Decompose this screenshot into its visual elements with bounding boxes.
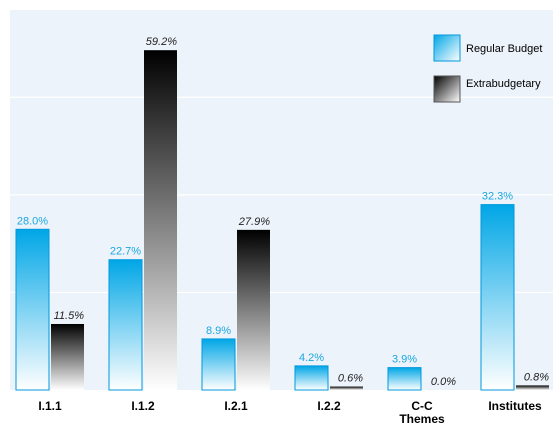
bar-extrabudgetary-i-2-2 [330,386,363,390]
category-label-i-2-2: I.2.2 [317,399,341,413]
value-labels: 28.0% 11.5% 22.7% 59.2% 8.9% 27.9% 4.2% 0.6% 3.9… [17,36,549,388]
bars [15,50,549,391]
legend-swatch-extrabudgetary [433,75,461,103]
bar-regular-budget-c-c-themes [387,367,422,391]
category-label-c-c-themes: C-C Themes [399,399,445,426]
category-label-i-2-1: I.2.1 [224,399,248,413]
legend-label-regular-budget: Regular Budget [466,43,542,55]
value-label-extrabudgetary-i-1-2: 59.2% [146,36,177,48]
value-label-regular-budget-c-c-themes: 3.9% [392,354,417,366]
value-label-regular-budget-i-2-2: 4.2% [299,352,324,364]
category-label-i-1-1: I.1.1 [38,399,62,413]
bar-extrabudgetary-i-1-1 [51,323,84,390]
category-label-i-1-2: I.1.2 [131,399,155,413]
value-label-extrabudgetary-i-1-1: 11.5% [54,310,85,322]
gridlines [10,96,553,294]
bar-regular-budget-i-2-1 [201,338,236,391]
legend: Regular Budget Extrabudgetary [433,34,542,103]
bar-regular-budget-i-2-2 [294,365,329,391]
value-label-regular-budget-institutes: 32.3% [482,191,513,203]
value-label-regular-budget-i-1-1: 28.0% [17,215,48,227]
value-label-extrabudgetary-i-2-2: 0.6% [338,373,363,385]
legend-swatch-regular-budget [433,34,461,62]
category-label-institutes: Institutes [488,399,542,413]
bar-extrabudgetary-institutes [516,385,549,390]
plot-area [10,10,553,390]
value-label-regular-budget-i-2-1: 8.9% [206,325,231,337]
value-label-regular-budget-i-1-2: 22.7% [110,246,141,258]
value-label-extrabudgetary-i-2-1: 27.9% [238,216,270,228]
bar-regular-budget-institutes [480,204,515,391]
bar-extrabudgetary-i-2-1 [237,229,270,390]
bar-regular-budget-i-1-1 [15,228,50,391]
value-label-extrabudgetary-institutes: 0.8% [524,371,549,383]
bar-regular-budget-i-1-2 [108,259,143,391]
category-labels: I.1.1 I.1.2 I.2.1 I.2.2 C-C Themes Institutes [38,399,542,426]
bar-extrabudgetary-i-1-2 [144,50,177,390]
value-label-extrabudgetary-c-c-themes: 0.0% [431,376,456,388]
legend-label-extrabudgetary: Extrabudgetary [466,78,541,90]
